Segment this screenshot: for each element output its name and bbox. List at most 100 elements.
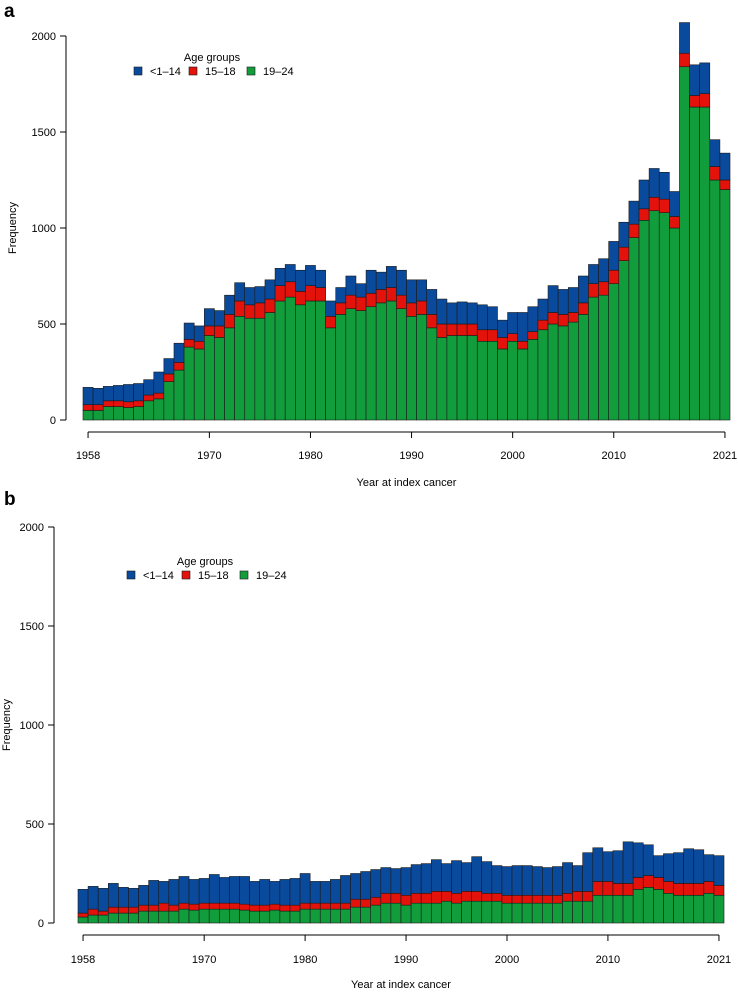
bar-segment-15-18: [168, 904, 180, 912]
bar-segment-1-14: [612, 850, 624, 884]
bar-segment-15-18: [446, 323, 458, 336]
bar-segment-15-18: [204, 325, 215, 336]
bar-segment-1-14: [148, 880, 160, 906]
bar-segment-15-18: [107, 906, 119, 914]
bar-segment-1-14: [501, 866, 513, 896]
bar-segment-1-14: [507, 312, 519, 334]
bar-segment-15-18: [578, 302, 589, 315]
bar-segment-15-18: [148, 904, 160, 912]
bar-segment-15-18: [315, 287, 326, 302]
y-tick-label: 500: [26, 819, 44, 831]
bar-segment-15-18: [254, 302, 266, 319]
bar-segment-1-14: [163, 358, 175, 375]
bar-segment-1-14: [107, 883, 119, 908]
x-tick-label: 1990: [399, 450, 423, 462]
bar-segment-19-24: [340, 908, 351, 924]
bar-segment-15-18: [416, 300, 428, 315]
bar-segment-15-18: [410, 892, 422, 904]
x-axis-title: Year at index cancer: [357, 477, 457, 489]
bar-segment-19-24: [143, 400, 155, 421]
bar-segment-1-14: [679, 22, 690, 54]
bar-segment-19-24: [461, 900, 472, 924]
bar-segment-1-14: [531, 866, 543, 896]
bar-segment-1-14: [128, 888, 139, 908]
bar-segment-19-24: [163, 381, 175, 421]
bar-segment-15-18: [279, 904, 291, 912]
bar-segment-15-18: [699, 93, 711, 108]
bar-segment-1-14: [476, 304, 488, 331]
bar-segment-15-18: [487, 329, 498, 342]
bar-segment-19-24: [456, 335, 468, 421]
bar-segment-1-14: [699, 62, 711, 94]
bar-segment-1-14: [299, 873, 311, 904]
bar-segment-19-24: [264, 312, 276, 421]
bar-segment-19-24: [420, 902, 432, 924]
bar-segment-1-14: [602, 851, 614, 882]
bar-segment-15-18: [355, 296, 367, 311]
bar-segment-15-18: [602, 881, 614, 896]
bar-segment-19-24: [198, 908, 210, 924]
bar-segment-15-18: [274, 285, 286, 302]
x-tick-label: 2010: [596, 954, 620, 966]
bar-segment-1-14: [77, 889, 89, 914]
bar-segment-1-14: [264, 279, 276, 300]
bar-segment-1-14: [582, 852, 594, 892]
bar-segment-19-24: [471, 900, 483, 924]
bar-segment-19-24: [481, 900, 493, 924]
bar-segment-15-18: [340, 902, 351, 910]
bar-segment-19-24: [578, 314, 589, 421]
bar-segment-15-18: [572, 891, 583, 902]
bar-segment-1-14: [703, 854, 715, 882]
bar-segment-19-24: [330, 908, 341, 924]
bar-segment-19-24: [224, 327, 235, 421]
bar-segment-19-24: [608, 283, 620, 421]
bar-segment-15-18: [330, 902, 341, 910]
bar-segment-19-24: [673, 894, 684, 924]
bar-segment-15-18: [325, 316, 337, 329]
bar-segment-1-14: [133, 383, 144, 402]
bar-segment-15-18: [133, 400, 144, 407]
bar-segment-1-14: [521, 865, 533, 896]
bar-segment-19-24: [598, 294, 609, 421]
bar-segment-15-18: [648, 196, 660, 212]
bar-segment-19-24: [669, 227, 680, 421]
bar-segment-19-24: [622, 894, 634, 924]
bar-segment-19-24: [128, 912, 139, 924]
bar-segment-15-18: [491, 892, 503, 902]
bar-segment-19-24: [360, 906, 372, 924]
bar-segment-1-14: [557, 289, 569, 315]
bar-segment-1-14: [102, 386, 114, 402]
bar-segment-1-14: [426, 289, 438, 315]
bar-segment-1-14: [183, 322, 195, 340]
bar-segment-1-14: [461, 862, 472, 892]
bar-segment-15-18: [632, 877, 644, 890]
bar-segment-1-14: [325, 300, 337, 317]
legend-swatch: [246, 66, 256, 76]
bar-segment-15-18: [294, 291, 306, 306]
legend-swatch: [239, 570, 249, 580]
bar-segment-1-14: [173, 342, 185, 363]
bar-segment-15-18: [138, 904, 149, 912]
bar-segment-1-14: [375, 271, 387, 290]
bar-segment-1-14: [370, 869, 382, 898]
bar-segment-15-18: [77, 912, 89, 918]
bar-segment-19-24: [612, 894, 624, 924]
bar-segment-19-24: [406, 316, 417, 421]
bar-segment-1-14: [396, 269, 407, 296]
bar-segment-19-24: [208, 908, 220, 924]
bar-segment-15-18: [244, 304, 256, 319]
bar-segment-19-24: [618, 260, 630, 421]
bar-segment-15-18: [198, 902, 210, 910]
bar-segment-15-18: [542, 894, 553, 904]
bar-segment-15-18: [305, 285, 316, 302]
bar-segment-15-18: [451, 892, 462, 904]
bar-segment-15-18: [608, 269, 620, 284]
bar-segment-15-18: [188, 903, 200, 911]
bar-segment-19-24: [552, 902, 563, 924]
bar-segment-15-18: [97, 910, 109, 916]
bar-segment-19-24: [355, 310, 367, 421]
bar-segment-15-18: [319, 902, 331, 910]
bar-segment-15-18: [663, 881, 674, 894]
bar-segment-1-14: [588, 264, 599, 284]
bar-segment-19-24: [430, 902, 442, 924]
